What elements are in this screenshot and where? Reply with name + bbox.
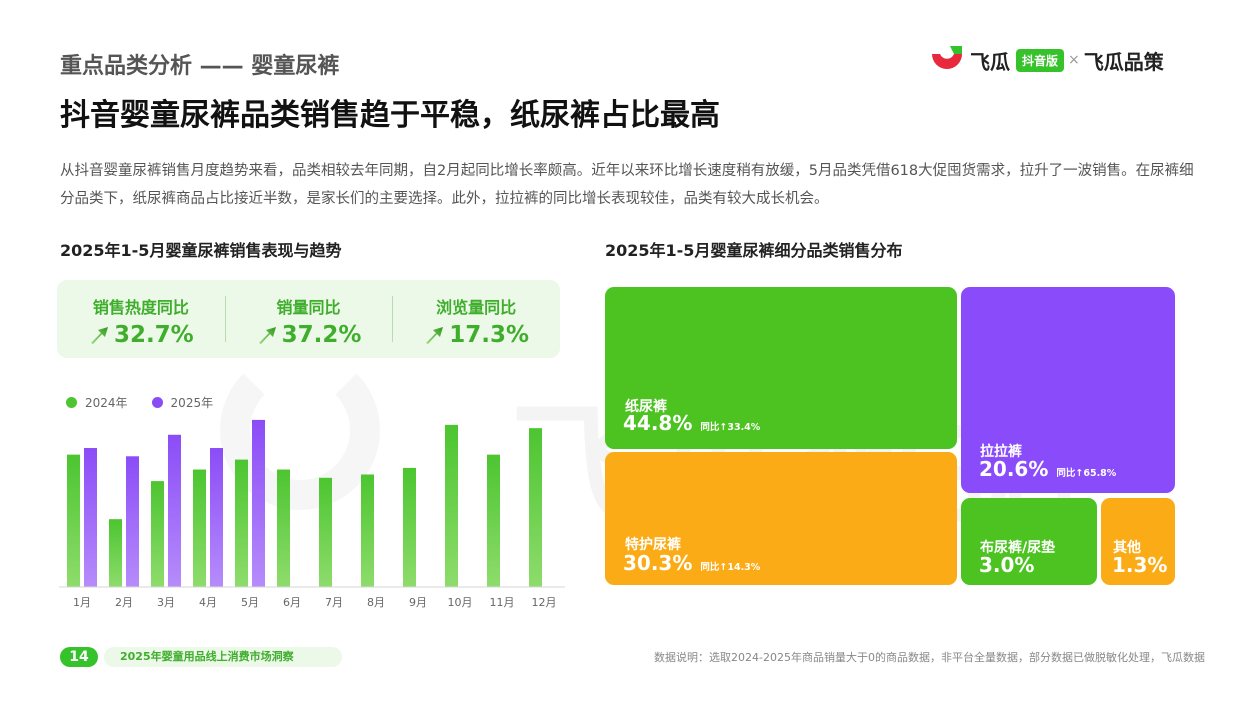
- bar-2024: [109, 519, 122, 587]
- category-treemap: 纸尿裤 44.8% 同比↑33.4% 特护尿裤 30.3% 同比↑14.3% 拉…: [605, 287, 1175, 585]
- tile-share: 44.8%: [623, 411, 693, 435]
- description-text: 从抖音婴童尿裤销售月度趋势来看，品类相较去年同期，自2月起同比增长率颇高。近年以…: [60, 163, 1194, 207]
- bar-2024: [445, 424, 458, 587]
- tile-yoy: 同比↑33.4%: [700, 422, 761, 433]
- tile-name: 拉拉裤: [980, 444, 1022, 460]
- kpi-label: 销量同比: [276, 298, 341, 317]
- trend-up-arrow-icon: [90, 327, 108, 344]
- tile-share: 30.3%: [623, 551, 693, 575]
- tile-yoy: 同比↑14.3%: [700, 562, 761, 573]
- bar-2024: [277, 469, 290, 587]
- bar-2024: [67, 454, 80, 587]
- bar-2025: [210, 448, 223, 587]
- kpi-sales-heat: 销售热度同比 32.7%: [57, 280, 225, 358]
- kpi-label: 销售热度同比: [92, 298, 189, 317]
- bar-2024: [319, 477, 332, 587]
- trend-up-arrow-icon: [258, 327, 276, 344]
- treemap-tile-paper-diaper: 纸尿裤 44.8% 同比↑33.4%: [605, 287, 957, 449]
- x-tick-label: 2月: [115, 596, 133, 609]
- x-tick-label: 1月: [73, 596, 91, 609]
- x-tick-label: 9月: [409, 596, 427, 609]
- legend-label: 2025年: [170, 396, 214, 410]
- bar-2024: [235, 459, 248, 587]
- tile-share: 3.0%: [979, 553, 1035, 577]
- x-tick-label: 3月: [157, 596, 175, 609]
- tile-name: 特护尿裤: [625, 537, 681, 553]
- legend-swatch: [151, 397, 163, 408]
- x-tick-label: 5月: [241, 596, 259, 609]
- tile-name: 布尿裤/尿垫: [980, 540, 1056, 556]
- page-title: 抖音婴童尿裤品类销售趋于平稳，纸尿裤占比最高: [60, 98, 720, 133]
- kpi-panel: 销售热度同比 32.7% 销量同比 37.2% 浏览量同比 17.3%: [57, 280, 560, 358]
- legend-label: 2024年: [85, 396, 128, 410]
- x-tick-label: 12月: [532, 596, 557, 609]
- monthly-sales-bar-chart: 1月 2月 3月 4月 5月 6月 7月 8月 9月 10月 11月 12月: [59, 419, 565, 609]
- legend-swatch: [66, 397, 77, 408]
- x-tick-label: 8月: [367, 596, 385, 609]
- kpi-label: 浏览量同比: [436, 298, 517, 317]
- trend-up-arrow-icon: [426, 327, 444, 344]
- treemap-title: 2025年1-5月婴童尿裤细分品类销售分布: [605, 241, 903, 260]
- bar-2025: [126, 456, 139, 587]
- x-tick-label: 7月: [325, 596, 343, 609]
- kpi-value: 32.7%: [113, 322, 194, 348]
- kpi-page-views: 浏览量同比 17.3%: [392, 280, 560, 358]
- partner-brand-name: 飞瓜品策: [1083, 49, 1164, 74]
- treemap-tile-pull-up-pants: 拉拉裤 20.6% 同比↑65.8%: [961, 287, 1175, 493]
- tile-share: 20.6%: [979, 457, 1049, 481]
- tile-share: 1.3%: [1112, 553, 1168, 577]
- brand-name: 飞瓜: [970, 49, 1010, 74]
- tile-name: 其他: [1113, 540, 1141, 556]
- x-tick-label: 4月: [199, 596, 217, 609]
- bar-2024: [487, 454, 500, 587]
- bar-2025: [84, 448, 97, 587]
- legend-item-2025: 2025年: [151, 394, 214, 411]
- tile-name: 纸尿裤: [625, 399, 667, 415]
- treemap-tile-special-care-diaper: 特护尿裤 30.3% 同比↑14.3%: [605, 452, 957, 585]
- bar-2024: [193, 469, 206, 587]
- feigua-logo-icon: [932, 46, 962, 69]
- bar-chart-title: 2025年1-5月婴童尿裤销售表现与趋势: [60, 241, 342, 260]
- kpi-value: 37.2%: [281, 322, 362, 348]
- bar-2024: [151, 481, 164, 587]
- report-title: 2025年婴童用品线上消费市场洞察: [104, 647, 342, 667]
- bar-2024: [361, 474, 374, 587]
- brand-separator: ×: [1068, 52, 1080, 68]
- bar-2025: [168, 434, 181, 587]
- legend-item-2024: 2024年: [66, 394, 128, 411]
- treemap-tile-other: 其他 1.3%: [1101, 498, 1175, 585]
- chart-legend: 2024年 2025年: [66, 394, 237, 411]
- kpi-value: 17.3%: [449, 322, 530, 348]
- bar-2024: [403, 467, 416, 587]
- page-number: 14: [60, 647, 98, 667]
- x-tick-label: 10月: [448, 596, 473, 609]
- section-subtitle: 重点品类分析 —— 婴童尿裤: [60, 54, 340, 79]
- tile-yoy: 同比↑65.8%: [1056, 468, 1117, 479]
- x-tick-label: 6月: [283, 596, 301, 609]
- brand-logo-group: 飞瓜 抖音版 × 飞瓜品策: [928, 44, 1164, 76]
- bar-2024: [529, 428, 542, 587]
- data-note: 数据说明：选取2024-2025年商品销量大于0的商品数据，非平台全量数据，部分…: [654, 651, 1205, 664]
- treemap-tile-cloth-diaper: 布尿裤/尿垫 3.0%: [961, 498, 1097, 585]
- kpi-sales-volume: 销量同比 37.2%: [224, 280, 393, 358]
- bar-2025: [252, 419, 265, 587]
- brand-tag: 抖音版: [1016, 48, 1065, 72]
- x-tick-label: 11月: [490, 596, 515, 609]
